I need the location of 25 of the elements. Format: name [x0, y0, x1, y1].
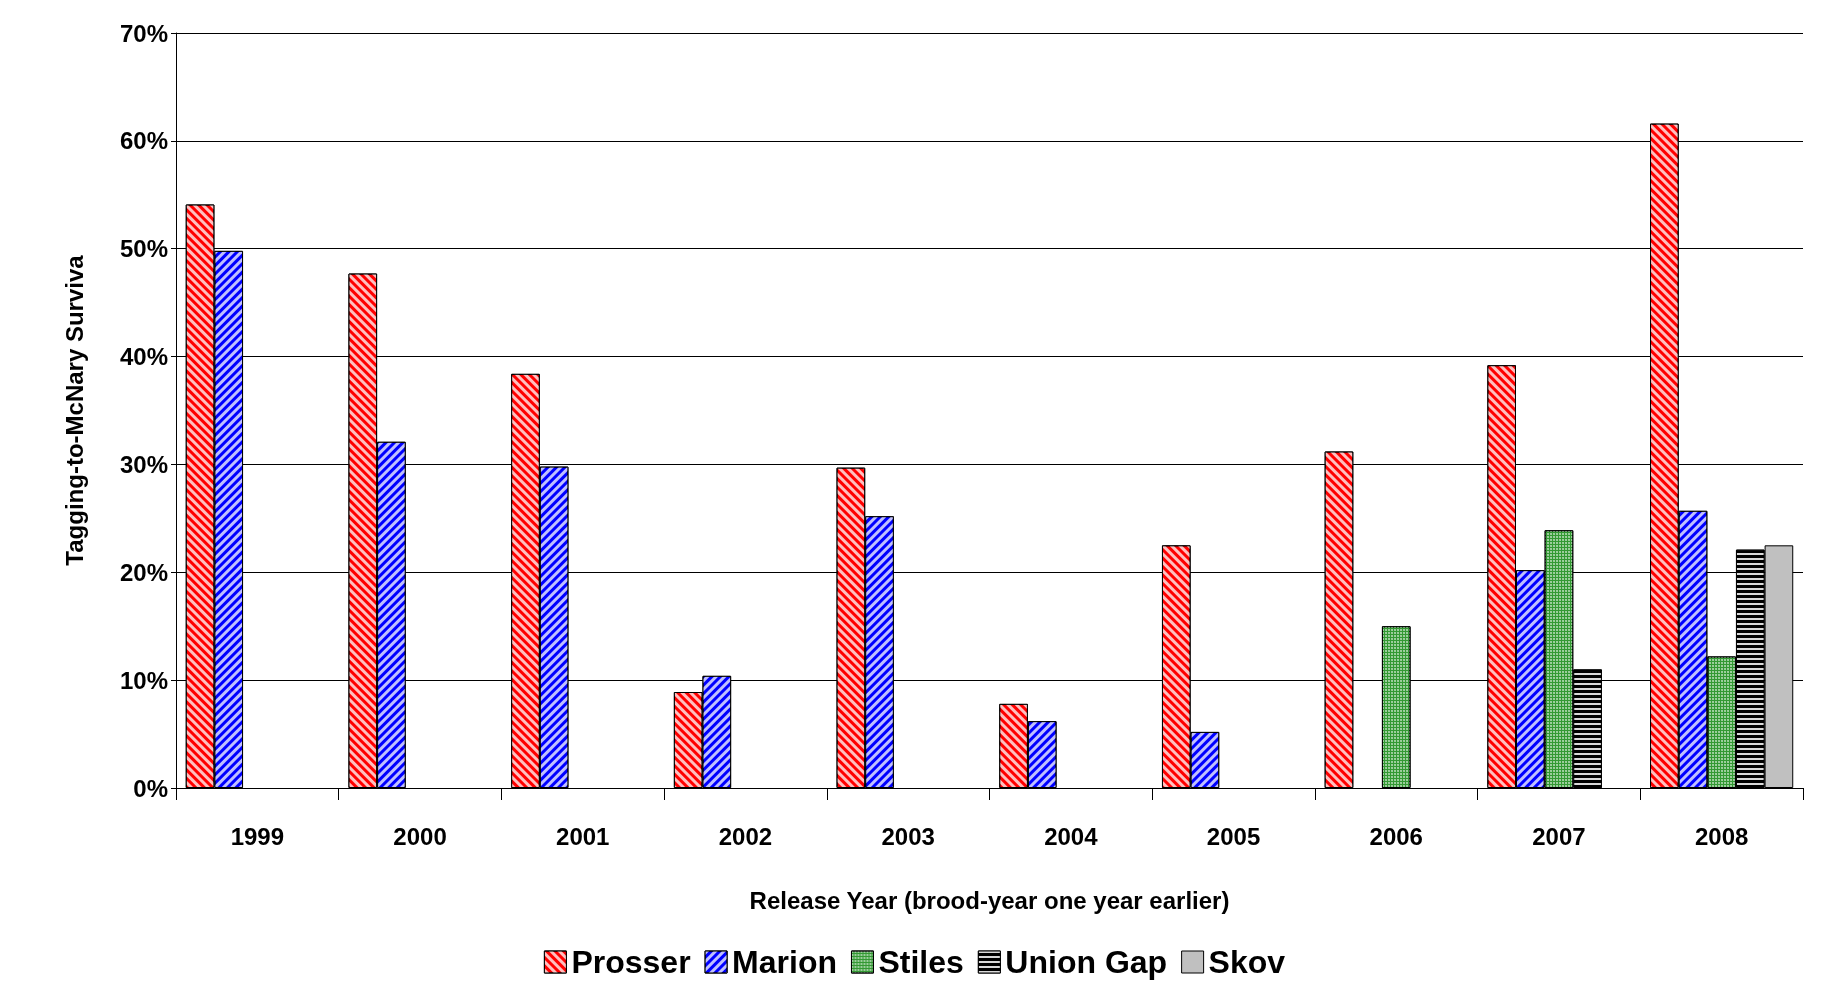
legend-label: Stiles: [878, 944, 964, 980]
x-tick-label: 2004: [1044, 822, 1099, 850]
legend-label: Skov: [1208, 944, 1286, 980]
y-tick-label: 10%: [119, 666, 168, 694]
y-tick-label: 30%: [119, 450, 168, 478]
x-tick-label: 2002: [718, 822, 773, 850]
legend-label: Marion: [732, 944, 837, 980]
x-tick-label: 2000: [393, 822, 447, 850]
x-tick-label: 2003: [881, 822, 935, 850]
x-tick-label: 1999: [230, 822, 285, 850]
y-tick-label: 40%: [119, 343, 168, 371]
legend-label: Union Gap: [1005, 944, 1168, 980]
x-tick-label: 2005: [1206, 822, 1261, 850]
x-axis-title: Release Year (brood-year one year earlier): [749, 886, 1230, 914]
y-tick-label: 0%: [133, 774, 168, 802]
y-axis-title: Tagging-to-McNary Surviva: [60, 254, 88, 566]
y-tick-label: 70%: [119, 19, 168, 47]
x-tick-label: 2001: [556, 822, 610, 850]
x-tick-label: 2006: [1369, 822, 1423, 850]
x-tick-label: 2007: [1532, 822, 1586, 850]
legend-label: Prosser: [571, 944, 691, 980]
y-tick-label: 60%: [119, 127, 168, 155]
y-tick-label: 50%: [119, 235, 168, 263]
y-tick-label: 20%: [119, 558, 168, 586]
x-tick-label: 2008: [1694, 822, 1749, 850]
